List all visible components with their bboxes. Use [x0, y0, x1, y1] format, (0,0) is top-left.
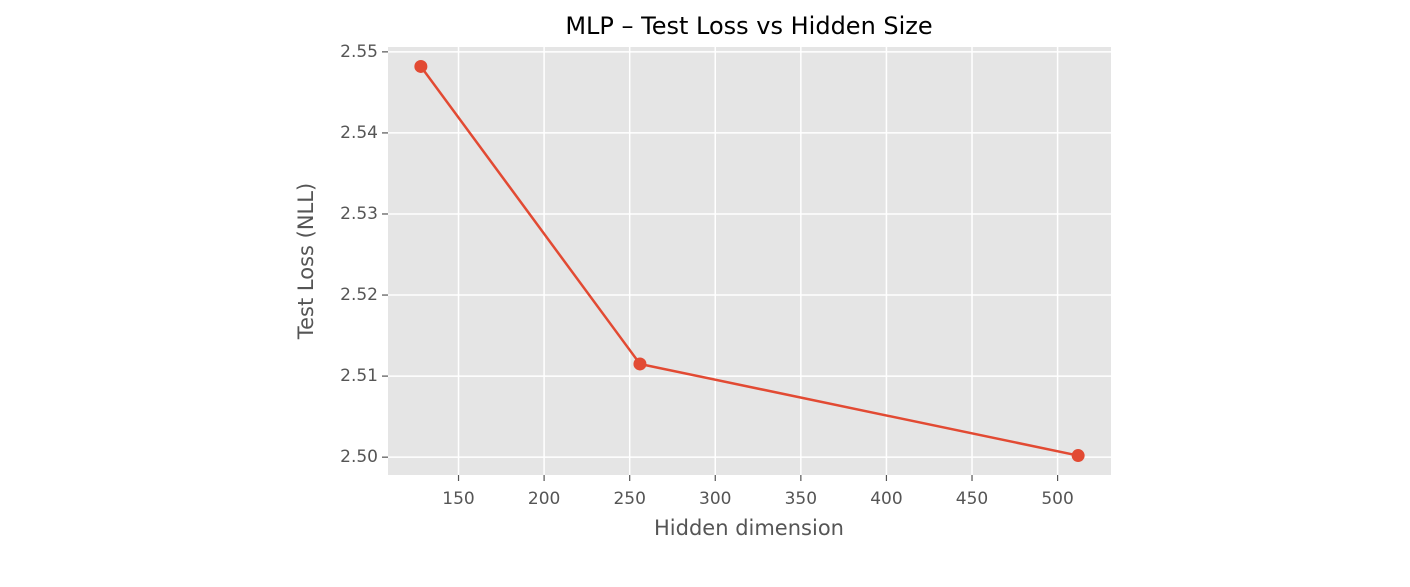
chart-title: MLP – Test Loss vs Hidden Size [565, 12, 932, 40]
y-tick-label: 2.52 [340, 285, 378, 305]
y-axis-label: Test Loss (NLL) [294, 183, 318, 340]
x-axis-label: Hidden dimension [654, 516, 844, 540]
y-tick-label: 2.51 [340, 366, 378, 386]
x-tick-label: 300 [699, 489, 731, 509]
x-tick-label: 400 [870, 489, 902, 509]
y-tick-label: 2.50 [340, 447, 378, 467]
x-tick-label: 450 [956, 489, 988, 509]
y-tick-label: 2.55 [340, 42, 378, 62]
x-tick-label: 150 [442, 489, 474, 509]
plot-area [388, 47, 1111, 475]
data-point [414, 59, 428, 73]
x-tick-label: 500 [1041, 489, 1073, 509]
x-tick-label: 200 [528, 489, 560, 509]
data-point [633, 357, 647, 371]
y-tick-label: 2.54 [340, 123, 378, 143]
x-tick-label: 250 [613, 489, 645, 509]
data-point [1071, 449, 1085, 463]
x-tick-label: 350 [785, 489, 817, 509]
y-tick-label: 2.53 [340, 204, 378, 224]
